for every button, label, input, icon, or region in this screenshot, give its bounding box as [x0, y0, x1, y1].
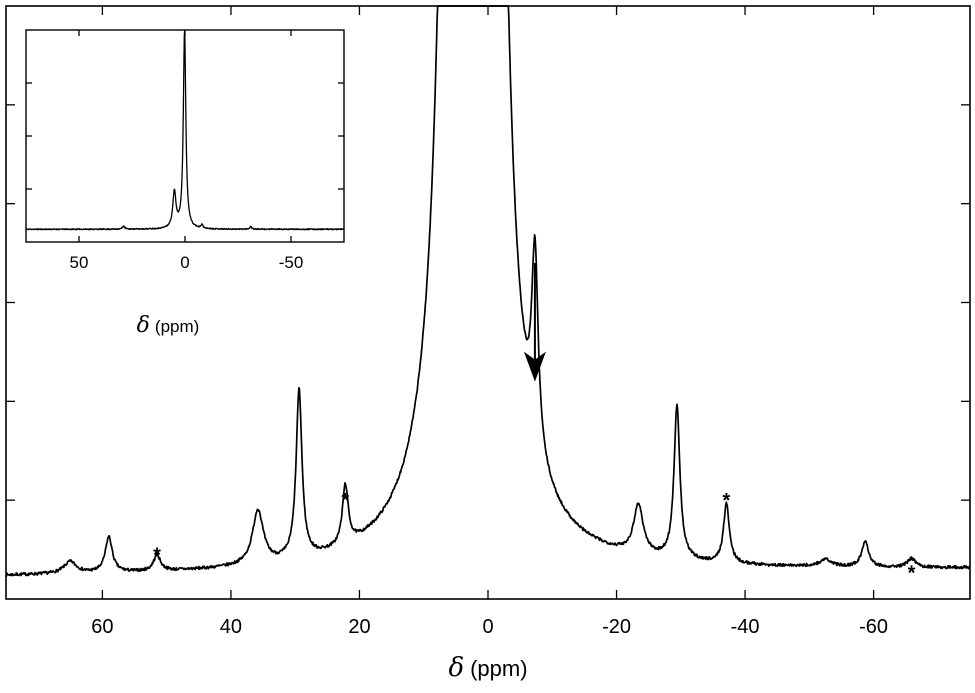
main-ticks	[6, 6, 970, 599]
inset-tick-labels: 50 0 -50	[70, 253, 304, 272]
inset-x-axis-title: δ (ppm)	[137, 313, 200, 338]
inset-x-axis-symbol: δ	[137, 313, 150, 338]
inset-spectrum-line	[25, 29, 345, 231]
arrow-head	[523, 351, 546, 382]
main-x-tick-label: -40	[731, 616, 760, 638]
main-x-tick-label: 40	[220, 616, 242, 638]
main-x-axis-title: δ (ppm)	[448, 653, 527, 683]
inset-x-tick-label: -50	[279, 253, 304, 272]
main-x-tick-label: 0	[482, 616, 493, 638]
inset-chart: 50 0 -50 δ (ppm)	[25, 29, 345, 338]
main-chart: 60 40 20 0 -20 -40 -60 ** ** δ (ppm)	[5, 5, 971, 683]
spinning-sideband-marker: *	[153, 545, 161, 567]
main-x-tick-label: -20	[602, 616, 631, 638]
main-x-tick-label: 60	[91, 616, 113, 638]
spinning-sideband-marker: *	[908, 562, 916, 584]
spinning-sideband-marker: *	[723, 490, 731, 512]
main-annotations: * * * *	[153, 490, 915, 584]
peak-arrow	[523, 262, 546, 382]
main-spectrum-line	[5, 5, 971, 577]
main-x-tick-label: 20	[348, 616, 370, 638]
main-tick-labels: 60 40 20 0 -20 -40 -60	[91, 616, 888, 638]
inset-x-tick-label: 0	[180, 253, 189, 272]
main-x-axis-unit: (ppm)	[470, 656, 527, 681]
inset-x-axis-unit: (ppm)	[155, 317, 199, 336]
main-x-tick-label: -60	[859, 616, 888, 638]
spinning-sideband-marker: *	[341, 490, 349, 512]
inset-x-tick-label: 50	[70, 253, 89, 272]
main-x-axis-symbol: δ	[448, 653, 464, 683]
